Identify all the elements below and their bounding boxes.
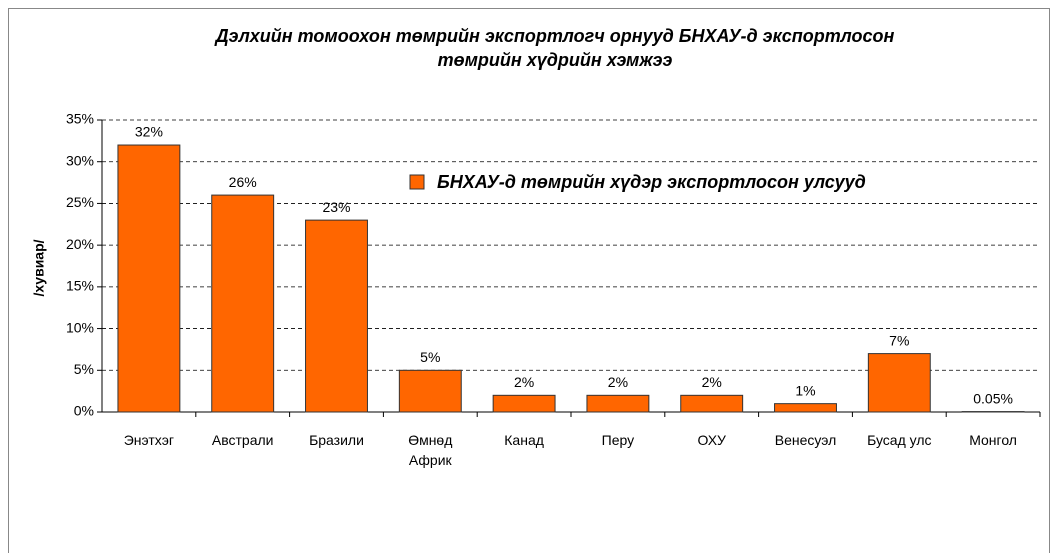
x-tick-label: Канад — [489, 430, 559, 450]
data-label: 0.05% — [973, 390, 1013, 406]
y-tick-label: 10% — [66, 319, 94, 335]
data-label: 5% — [420, 349, 440, 365]
y-tick-label: 0% — [74, 403, 94, 419]
y-tick-label: 30% — [66, 152, 94, 168]
data-label: 2% — [514, 374, 534, 390]
data-label: 23% — [322, 199, 350, 215]
data-label: 2% — [608, 374, 628, 390]
bar — [681, 395, 743, 412]
bar — [493, 395, 555, 412]
data-label: 32% — [135, 124, 163, 140]
x-tick-label: Бусад улс — [864, 430, 934, 450]
x-tick-label: ОХУ — [677, 430, 747, 450]
bar — [868, 354, 930, 412]
bar — [587, 395, 649, 412]
y-tick-label: 15% — [66, 278, 94, 294]
y-tick-label: 20% — [66, 236, 94, 252]
data-label: 1% — [795, 382, 815, 398]
x-tick-label: Өмнөд Африк — [395, 430, 465, 470]
x-tick-label: Перу — [583, 430, 653, 450]
x-tick-label: Энэтхэг — [114, 430, 184, 450]
y-tick-label: 5% — [74, 361, 94, 377]
data-label: 2% — [702, 374, 722, 390]
legend-label: БНХАУ-д төмрийн хүдэр экспортлосон улсуу… — [437, 172, 866, 192]
bar — [212, 195, 274, 412]
legend-swatch — [410, 175, 424, 189]
y-tick-label: 25% — [66, 194, 94, 210]
y-axis-label: /хувиар/ — [31, 239, 47, 296]
bar — [775, 404, 837, 412]
data-label: 7% — [889, 332, 909, 348]
x-tick-label: Бразили — [302, 430, 372, 450]
x-tick-label: Австрали — [208, 430, 278, 450]
x-tick-label: Венесуэл — [771, 430, 841, 450]
bar — [118, 145, 180, 412]
data-label: 26% — [229, 174, 257, 190]
x-tick-label: Монгол — [958, 430, 1028, 450]
bar — [399, 370, 461, 412]
y-tick-label: 35% — [66, 111, 94, 127]
bar — [306, 220, 368, 412]
